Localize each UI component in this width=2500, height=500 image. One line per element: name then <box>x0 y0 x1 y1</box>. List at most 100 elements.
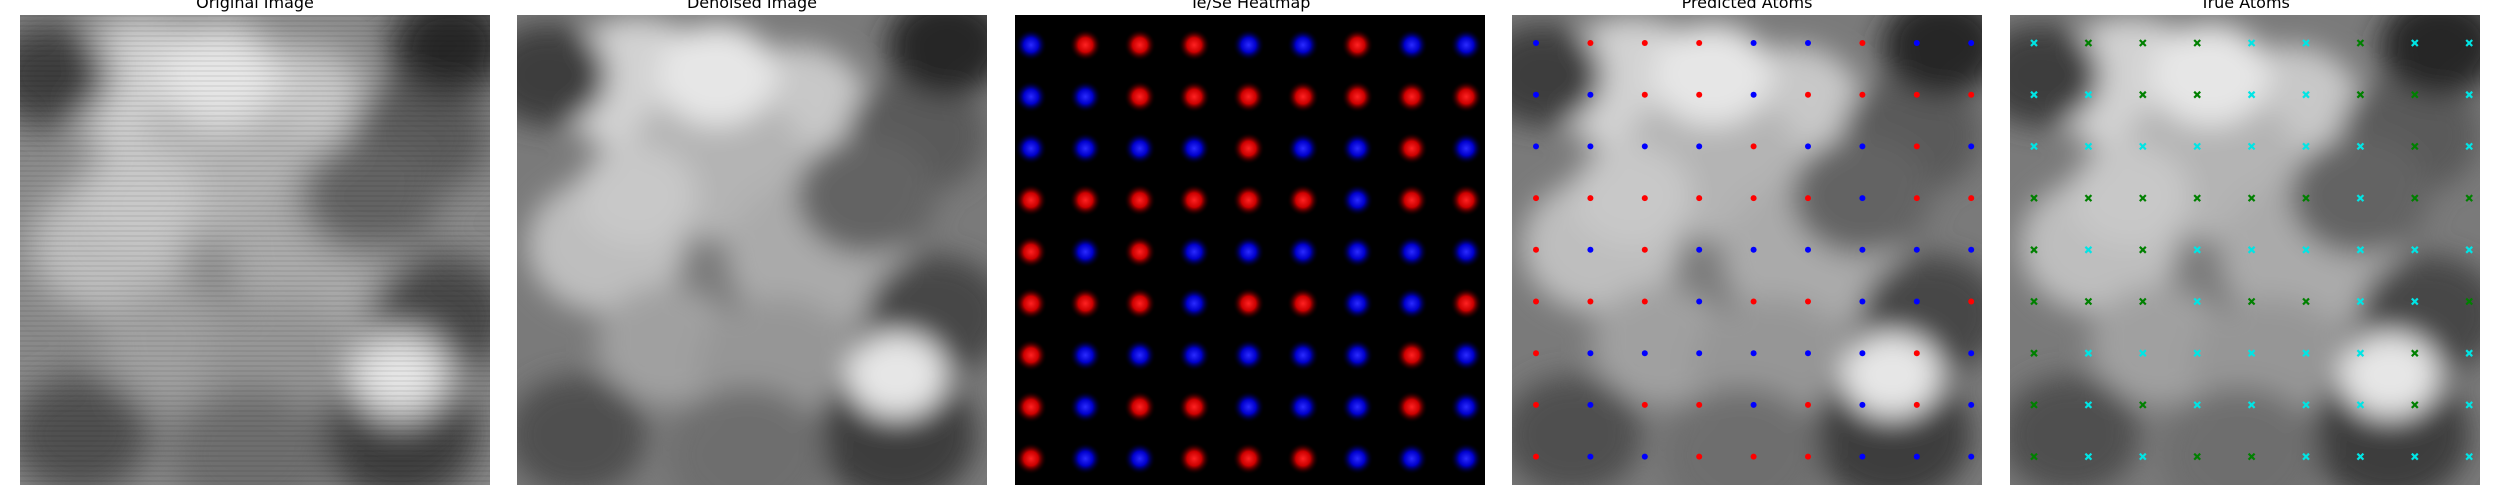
atom-marker <box>1696 195 1703 202</box>
atom-marker <box>2356 194 2365 202</box>
atom-marker <box>1913 246 1920 253</box>
atom-marker <box>2139 246 2147 254</box>
atom-marker <box>2411 90 2419 99</box>
atom-marker <box>1696 91 1703 98</box>
heatmap-spot <box>1341 80 1374 113</box>
atom-marker <box>1641 246 1648 253</box>
heatmap-spot <box>1341 235 1374 268</box>
atom-marker <box>1587 40 1594 46</box>
atom-marker <box>1859 91 1866 98</box>
heatmap-spot <box>1450 235 1483 268</box>
atom-marker <box>2193 401 2201 409</box>
heatmap-spot <box>1232 29 1265 61</box>
atom-marker <box>1750 453 1757 460</box>
atom-marker <box>2356 349 2365 357</box>
heatmap-spot <box>1395 184 1428 217</box>
atom-marker <box>2247 142 2256 151</box>
atom-marker <box>1750 298 1757 305</box>
atom-marker <box>1641 453 1648 460</box>
atom-marker <box>2411 246 2419 254</box>
atom-marker <box>1587 401 1594 408</box>
heatmap-spot <box>1450 390 1483 423</box>
heatmap-spot <box>1123 390 1156 423</box>
atom-marker <box>1859 350 1866 357</box>
atom-marker <box>2193 39 2201 47</box>
atom-marker <box>1913 143 1920 150</box>
atom-marker <box>2247 194 2256 202</box>
heatmap-spot <box>1015 390 1047 423</box>
atom-marker <box>1696 246 1703 253</box>
heatmap-spot <box>1069 80 1102 113</box>
atom-marker <box>1913 40 1920 46</box>
atom-marker <box>1859 195 1866 202</box>
heatmap-spot <box>1069 29 1102 61</box>
atom-marker <box>2084 452 2093 461</box>
atom-marker <box>1587 143 1594 150</box>
atom-marker <box>1913 401 1920 408</box>
atom-marker <box>2465 39 2473 47</box>
atom-marker <box>2030 90 2038 99</box>
panel-title: Denoised Image <box>686 0 818 12</box>
atom-marker <box>1750 350 1757 357</box>
atom-marker <box>2465 142 2473 151</box>
atom-marker <box>1587 91 1594 98</box>
atom-marker <box>1805 246 1811 253</box>
atom-marker <box>2084 142 2093 151</box>
heatmap-spot <box>1069 390 1102 423</box>
heatmap-spot <box>1178 132 1211 165</box>
atom-marker <box>2465 401 2473 409</box>
atom-marker <box>2193 142 2201 151</box>
atom-marker <box>2302 452 2310 461</box>
atom-marker <box>2030 194 2038 202</box>
atom-marker <box>1696 143 1703 150</box>
atom-marker <box>1641 195 1648 202</box>
atom-marker <box>1968 401 1975 408</box>
atom-marker <box>1805 350 1811 357</box>
atom-marker <box>1805 298 1811 305</box>
heatmap-spot <box>1287 390 1319 423</box>
heatmap-spot <box>1178 442 1211 475</box>
heatmap-spot <box>1178 390 1211 423</box>
heatmap-spot <box>1395 390 1428 423</box>
atom-marker <box>2302 401 2310 409</box>
atom-marker <box>2193 246 2201 254</box>
atom-marker <box>1805 401 1811 408</box>
atom-marker <box>2084 194 2093 202</box>
heatmap-spot <box>1287 287 1319 320</box>
atom-marker <box>2193 297 2201 306</box>
atom-marker <box>1913 195 1920 202</box>
heatmap-spot <box>1123 80 1156 113</box>
atom-marker <box>1641 401 1648 408</box>
atom-marker <box>2030 246 2038 254</box>
atom-marker <box>2411 142 2419 151</box>
atom-marker <box>1859 246 1866 253</box>
heatmap-spot <box>1287 132 1319 165</box>
atom-marker <box>2247 39 2256 47</box>
atom-marker <box>2030 452 2038 461</box>
atom-marker <box>2030 142 2038 151</box>
heatmap-spot <box>1123 132 1156 165</box>
heatmap-spot <box>1015 235 1047 268</box>
atom-marker <box>2302 39 2310 47</box>
atom-marker <box>1805 453 1811 460</box>
heatmap-spot <box>1341 339 1374 372</box>
heatmap-spot <box>1178 339 1211 372</box>
atom-marker <box>2302 194 2310 202</box>
atom-marker <box>2139 194 2147 202</box>
atom-marker <box>1533 246 1539 253</box>
atom-marker <box>1968 453 1975 460</box>
atom-marker <box>1805 40 1811 46</box>
heatmap-spot <box>1232 80 1265 113</box>
atom-marker <box>1913 91 1920 98</box>
heatmap-spot <box>1395 235 1428 268</box>
atom-marker <box>1696 401 1703 408</box>
atom-marker <box>2139 90 2147 99</box>
atom-marker <box>1587 195 1594 202</box>
heatmap-spot <box>1232 390 1265 423</box>
atom-marker <box>1805 143 1811 150</box>
atom-marker <box>2302 246 2310 254</box>
heatmap-spot <box>1123 184 1156 217</box>
heatmap-spot <box>1395 287 1428 320</box>
atom-marker <box>2356 401 2365 409</box>
atom-marker <box>1696 350 1703 357</box>
